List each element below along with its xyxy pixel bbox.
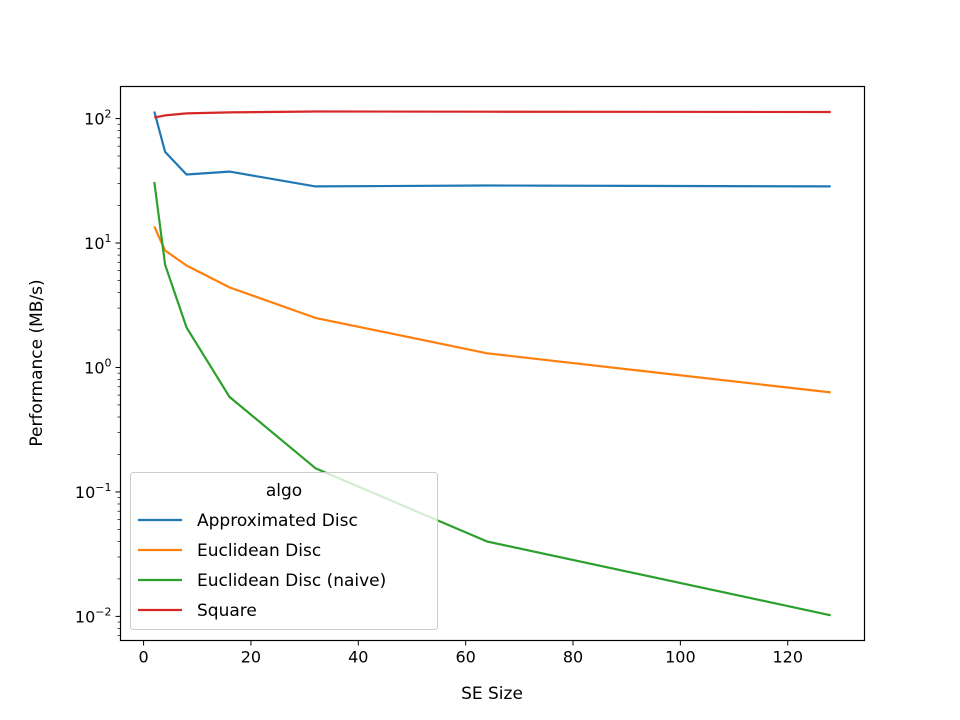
plot-frame	[119, 85, 866, 642]
series-line-approximated-disc	[153, 111, 831, 188]
x-tick-label: 80	[563, 648, 583, 667]
series-layer	[153, 110, 831, 617]
legend-label-euclidean-disc-naive: Euclidean Disc (naive)	[197, 571, 386, 591]
y-tick-label: 10−2	[75, 605, 112, 626]
y-axis-label: Performance (MB/s)	[27, 279, 47, 446]
x-tick-label: 20	[241, 648, 261, 667]
legend: algo Approximated Disc Euclidean Disc Eucl…	[130, 472, 438, 630]
series-line-square	[154, 110, 831, 119]
y-tick-label: 101	[84, 232, 111, 253]
x-tick-label: 120	[772, 648, 803, 667]
x-tick-label: 60	[455, 648, 475, 667]
legend-box	[130, 472, 438, 630]
series-line-euclidean-disc-naive	[153, 181, 831, 617]
axis-ticks: 0 20 40 60 80 100 120 10−2 10−1 100 101 102	[75, 108, 803, 667]
series-line-euclidean-disc	[153, 225, 831, 394]
y-tick-label: 102	[84, 108, 111, 129]
legend-title: algo	[266, 481, 302, 501]
y-tick-label: 100	[84, 356, 111, 377]
y-tick-label: 10−1	[75, 481, 112, 502]
x-tick-label: 100	[665, 648, 696, 667]
legend-label-square: Square	[197, 601, 257, 621]
x-tick-label: 0	[138, 648, 148, 667]
x-axis-label: SE Size	[461, 684, 523, 704]
x-tick-label: 40	[348, 648, 368, 667]
legend-label-euclidean-disc: Euclidean Disc	[197, 541, 321, 561]
legend-label-approximated-disc: Approximated Disc	[197, 511, 358, 531]
